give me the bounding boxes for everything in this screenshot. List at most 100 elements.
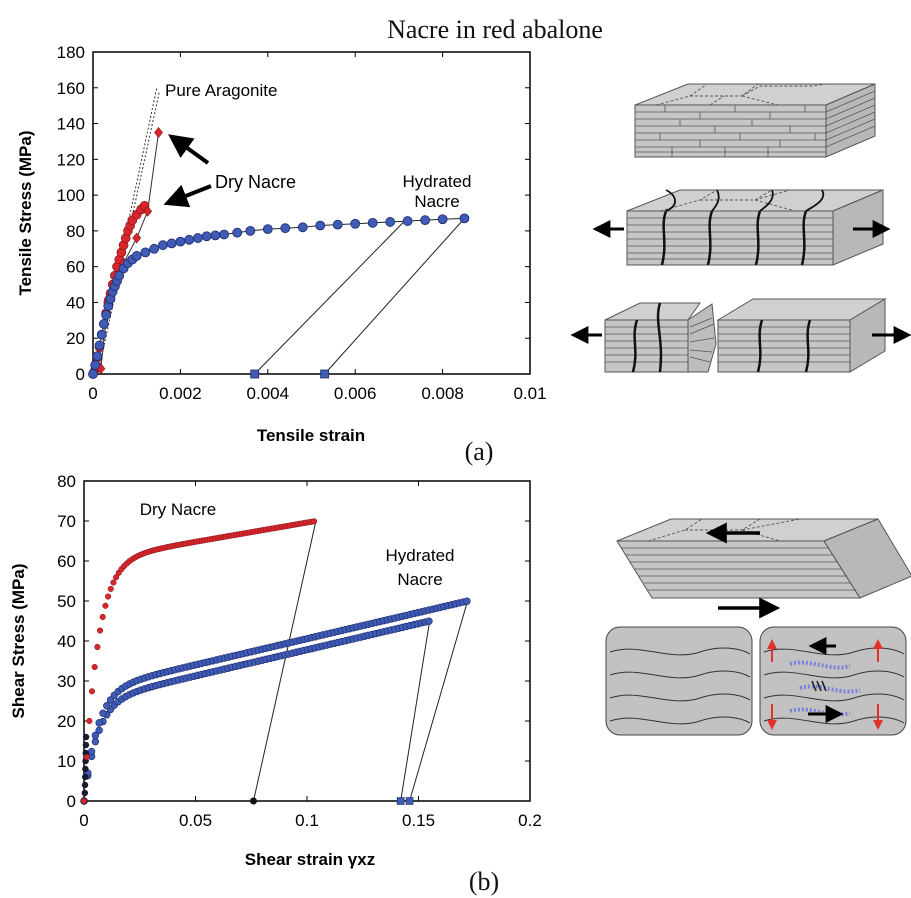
y-tick-label: 80 (57, 472, 76, 491)
data-point-dry-nacre (80, 797, 88, 805)
x-tick-label: 0.01 (513, 384, 546, 403)
data-point-hydrated-nacre (95, 726, 103, 735)
data-point-initial (81, 789, 89, 797)
y-tick-label: 10 (57, 752, 76, 771)
x-tick-label: 0.15 (402, 811, 435, 830)
data-point-hydrated-nacre (210, 230, 221, 241)
data-point-hydrated-nacre (232, 227, 243, 238)
y-tick-label: 40 (66, 293, 85, 312)
data-point-initial (82, 733, 90, 741)
data-point-dry-nacre (88, 688, 96, 695)
y-tick-label: 50 (57, 592, 76, 611)
data-point-hydrated-nacre (402, 216, 413, 226)
data-point-hydrated-nacre (90, 360, 101, 370)
data-series (80, 518, 471, 805)
y-tick-label: 180 (57, 43, 85, 62)
data-point-hydrated-nacre (101, 310, 112, 320)
data-point-hydrated-nacre (158, 240, 168, 251)
data-point-hydrated-nacre (91, 731, 100, 740)
data-point-dry-nacre-diamond (132, 232, 142, 244)
y-axis-ticks: 0 10 20 30 40 50 60 70 80 (57, 472, 530, 811)
shear-stress-strain-chart: 0 10 20 30 40 50 60 70 80 0 0.05 0.1 0.15 0.2 Shear … (9, 472, 542, 896)
data-point-dry-nacre (311, 518, 318, 525)
y-tick-label: 160 (57, 79, 85, 98)
schematic-intact-layers (634, 83, 876, 158)
data-point-hydrated-nacre (99, 709, 107, 717)
annotation-dry-nacre: Dry Nacre (215, 172, 296, 192)
y-tick-label: 140 (57, 115, 85, 134)
data-point-end (249, 797, 257, 805)
data-point-hydrated-nacre (385, 217, 396, 227)
y-tick-label: 30 (57, 672, 76, 691)
annotation-hydrated: Hydrated (386, 546, 455, 565)
data-point-square (405, 797, 414, 805)
y-tick-label: 20 (66, 329, 85, 348)
data-point-hydrated-nacre (175, 236, 186, 247)
y-tick-label: 100 (57, 186, 85, 205)
data-point-hydrated-nacre (201, 231, 212, 242)
data-point-dry-nacre (94, 643, 101, 651)
data-point-hydrated-nacre (245, 225, 256, 236)
y-axis-label: Tensile Stress (MPa) (16, 130, 35, 295)
y-tick-label: 0 (67, 792, 76, 811)
x-tick-label: 0.002 (159, 384, 202, 403)
data-series (88, 87, 470, 379)
data-point-hydrated-nacre (297, 222, 308, 233)
data-point-hydrated-nacre (96, 329, 107, 340)
x-tick-label: 0.006 (334, 384, 377, 403)
x-tick-label: 0 (79, 811, 88, 830)
y-tick-label: 0 (76, 365, 85, 384)
data-point-dry-nacre (107, 585, 114, 592)
data-point-hydrated-nacre (463, 597, 471, 605)
data-point-hydrated-nacre (140, 247, 151, 258)
data-point-hydrated-nacre (95, 719, 103, 727)
data-point-initial (81, 781, 89, 789)
data-point-square (320, 369, 330, 379)
y-axis-label: Shear Stress (MPa) (9, 564, 28, 719)
data-point-hydrated-nacre (367, 217, 378, 228)
x-tick-label: 0.05 (179, 811, 212, 830)
data-point-hydrated-nacre (94, 340, 105, 351)
data-point-hydrated-nacre (315, 220, 326, 231)
annotation-nacre: Nacre (397, 570, 442, 589)
hydrated-nacre-unload-line (409, 600, 469, 802)
data-point-dry-nacre-diamond (143, 205, 153, 217)
x-axis-label: Shear strain γxz (245, 850, 375, 869)
data-point-hydrated-nacre (88, 369, 98, 379)
schematic-stretched-layers (592, 189, 891, 266)
x-tick-label: 0.004 (247, 384, 290, 403)
data-point-initial (82, 765, 89, 773)
hydrated-nacre-unload-line (324, 218, 465, 375)
data-point-hydrated-nacre (262, 224, 273, 235)
data-point-hydrated-nacre (114, 270, 125, 281)
y-tick-label: 60 (66, 258, 85, 277)
y-tick-label: 80 (66, 222, 85, 241)
data-point-hydrated-nacre (219, 229, 230, 240)
annotation-dry-nacre: Dry Nacre (140, 500, 217, 519)
y-tick-label: 20 (57, 712, 76, 731)
data-point-dry-nacre (83, 753, 90, 761)
data-point-dry-nacre (110, 579, 117, 586)
schematic-sheared-layers (616, 518, 911, 619)
data-point-hydrated-nacre (87, 747, 96, 756)
tensile-stress-strain-chart: 0 20 40 60 80 100 120 140 160 180 0 0.002 0.004 0.00… (16, 43, 547, 466)
y-tick-label: 40 (57, 632, 76, 651)
x-axis-ticks: 0 0.05 0.1 0.15 0.2 (79, 481, 542, 830)
hydrated-nacre-curve (92, 217, 465, 375)
y-tick-label: 70 (57, 512, 76, 531)
hydrated-nacre-unload-line (254, 219, 406, 375)
annotation-arrow-2 (163, 184, 212, 208)
annotation-nacre: Nacre (414, 192, 459, 211)
data-point-hydrated-nacre (131, 251, 142, 261)
data-point-dry-nacre-diamond (154, 127, 163, 138)
figure-title: Nacre in red abalone (387, 15, 603, 44)
x-tick-label: 0.2 (518, 811, 542, 830)
data-point-hydrated-nacre (332, 219, 343, 230)
data-point-dry-nacre (86, 717, 93, 725)
data-point-square (250, 369, 260, 379)
data-point-hydrated-nacre (103, 702, 111, 710)
data-point-hydrated-nacre (425, 617, 433, 625)
data-point-hydrated-nacre (166, 238, 177, 249)
data-point-dry-nacre (113, 574, 120, 581)
